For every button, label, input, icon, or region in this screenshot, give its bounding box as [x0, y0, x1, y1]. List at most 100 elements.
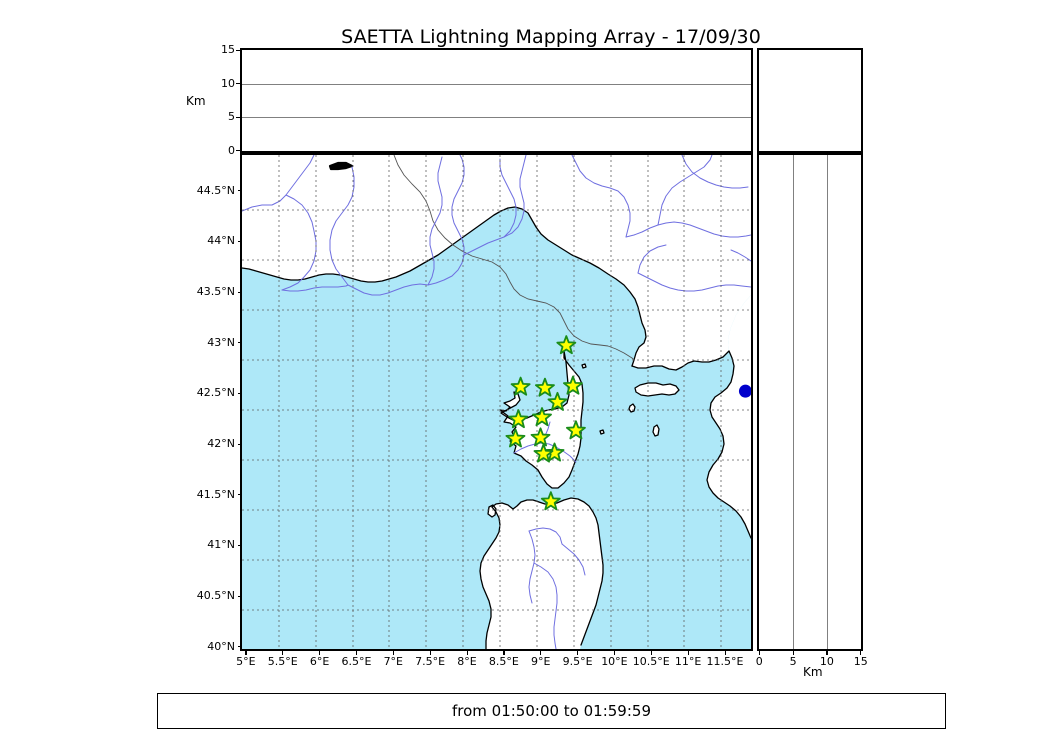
- time-range-text: from 01:50:00 to 01:59:59: [451, 702, 651, 720]
- alt-tick-1: 10: [221, 76, 235, 90]
- alt-tick-3: 0: [228, 143, 235, 157]
- lat-tickmark-1: [238, 240, 243, 243]
- lon-tick-11: 10.5°E: [632, 655, 670, 668]
- coastlines: [242, 161, 751, 649]
- land-mainland: [242, 155, 751, 370]
- land-italy-coast: [707, 295, 751, 538]
- lon-tickmark-6: [466, 651, 468, 655]
- lon-tickmark-9: [577, 651, 579, 655]
- lon-tickmark-12: [687, 651, 689, 655]
- alt-tickmark-1: [236, 83, 240, 85]
- source-markers[interactable]: [738, 384, 751, 398]
- lon-tickmark-4: [392, 651, 394, 655]
- lon-tick-12: 11°E: [674, 655, 702, 668]
- lon-tick-2: 6°E: [309, 655, 330, 668]
- corner-panel: [757, 48, 863, 153]
- km-tickmark-2: [826, 651, 828, 655]
- lon-tickmark-11: [650, 651, 652, 655]
- station-star-icon[interactable]: [563, 375, 583, 395]
- lightning-source-dot-icon[interactable]: [738, 384, 751, 398]
- lat-tick-6: 41.5°N: [196, 487, 235, 501]
- gridline-km-5: [792, 155, 794, 649]
- lon-tick-8: 9°E: [530, 655, 551, 668]
- right-panel-axis-label: Km: [803, 665, 823, 679]
- lat-tickmark-9: [238, 646, 243, 648]
- station-star-icon[interactable]: [547, 391, 568, 411]
- km-tick-0: 0: [755, 655, 763, 668]
- lon-tickmark-8: [540, 651, 542, 655]
- land-sardinia: [480, 498, 603, 649]
- lon-tick-7: 8.5°E: [488, 655, 519, 668]
- station-star-icon[interactable]: [508, 409, 529, 429]
- lon-tick-10: 10°E: [601, 655, 628, 668]
- lon-tickmark-5: [429, 651, 431, 655]
- land-asinara: [488, 505, 496, 517]
- station-star-icon[interactable]: [532, 407, 552, 427]
- altitude-longitude-panel: [240, 48, 753, 153]
- lat-tickmark-2: [238, 291, 243, 293]
- alt-tickmark-2: [236, 116, 240, 118]
- gridline-alt-5: [242, 117, 751, 119]
- lat-tick-3: 43°N: [207, 335, 235, 349]
- lon-tickmark-1: [282, 651, 284, 655]
- lon-tick-3: 6.5°E: [341, 655, 372, 668]
- lat-tick-0: 44.5°N: [196, 183, 235, 197]
- lon-tickmark-2: [319, 651, 321, 655]
- lat-tickmark-3: [238, 342, 243, 344]
- map-panel: [240, 153, 753, 651]
- alt-tick-2: 5: [228, 110, 235, 124]
- lon-tick-4: 7°E: [383, 655, 404, 668]
- lat-tick-8: 40.5°N: [196, 589, 235, 603]
- lon-tick-6: 8°E: [457, 655, 477, 668]
- lon-tick-1: 5.5°E: [267, 655, 298, 668]
- page-title: SAETTA Lightning Mapping Array - 17/09/3…: [341, 26, 761, 48]
- lat-tickmark-4: [238, 392, 243, 395]
- alt-tick-0: 15: [221, 43, 235, 57]
- alt-tickmark-0: [236, 49, 240, 51]
- lon-tick-5: 7.5°E: [415, 655, 446, 668]
- country-borders: [393, 155, 635, 361]
- km-tick-3: 15: [853, 655, 868, 668]
- km-tick-1: 5: [789, 655, 797, 668]
- station-markers[interactable]: [505, 335, 586, 511]
- latitude-altitude-panel: [757, 153, 863, 651]
- lon-tickmark-0: [245, 651, 247, 655]
- lat-tickmark-0: [238, 190, 243, 192]
- map-gridlines: [242, 155, 751, 649]
- station-star-icon[interactable]: [505, 428, 526, 448]
- station-star-icon[interactable]: [530, 427, 551, 447]
- km-tickmark-1: [792, 651, 794, 655]
- station-star-icon[interactable]: [565, 420, 586, 440]
- station-star-icon[interactable]: [510, 376, 531, 396]
- lat-tick-5: 42°N: [207, 437, 235, 451]
- lat-tick-4: 42.5°N: [196, 386, 235, 400]
- gridline-km-10: [826, 155, 828, 649]
- lon-tickmark-3: [355, 651, 358, 655]
- alt-tickmark-3: [236, 150, 240, 152]
- lon-tickmark-10: [613, 651, 616, 655]
- km-tickmark-3: [860, 651, 862, 655]
- lat-tick-7: 41°N: [207, 538, 235, 552]
- km-tickmark-0: [758, 651, 760, 655]
- lon-tick-13: 11.5°E: [706, 655, 744, 668]
- map-svg: [242, 155, 751, 649]
- lon-tickmark-7: [503, 651, 505, 655]
- lat-tickmark-8: [238, 595, 243, 597]
- lat-tick-9: 40°N: [207, 639, 235, 653]
- lat-tick-1: 44°N: [207, 234, 235, 248]
- lat-tick-2: 43.5°N: [196, 285, 235, 299]
- station-star-icon[interactable]: [540, 491, 561, 511]
- lat-tickmark-5: [238, 443, 243, 445]
- station-star-icon[interactable]: [535, 377, 555, 397]
- station-star-icon[interactable]: [533, 443, 554, 463]
- lon-tickmark-13: [724, 651, 726, 655]
- lat-tickmark-6: [238, 494, 243, 496]
- altitude-axis-label: Km: [186, 94, 206, 108]
- station-star-icon[interactable]: [556, 335, 577, 355]
- lat-tickmark-7: [238, 544, 243, 547]
- km-tick-2: 10: [819, 655, 834, 668]
- gridline-alt-10: [242, 83, 751, 85]
- lon-tick-0: 5°E: [236, 655, 256, 668]
- time-range-box: from 01:50:00 to 01:59:59: [157, 693, 946, 729]
